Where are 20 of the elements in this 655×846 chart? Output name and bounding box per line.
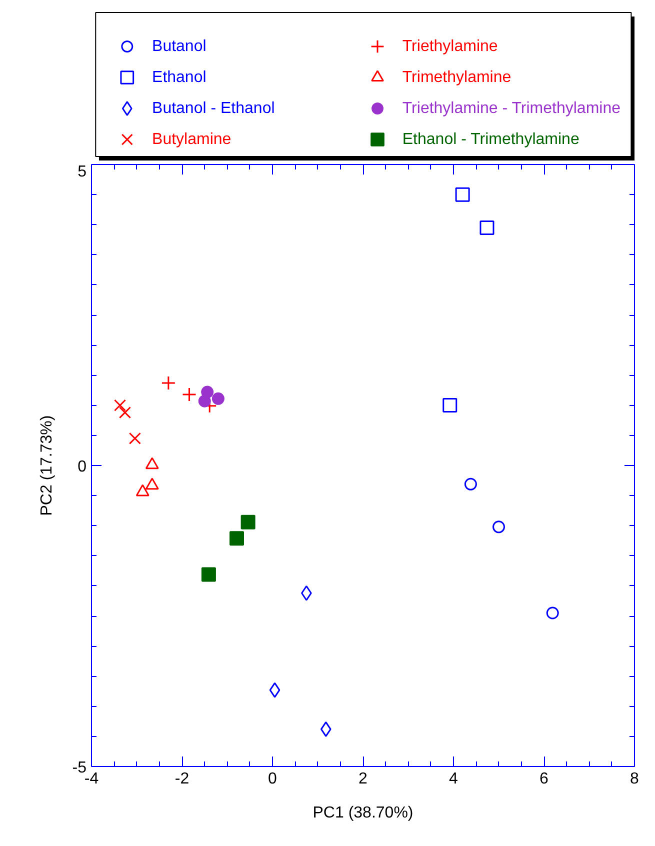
x-tick-label: -4 [84, 770, 99, 788]
x-tick-label: 6 [540, 770, 549, 788]
legend-label: Butylamine [152, 131, 232, 148]
y-tick-label: 0 [78, 458, 87, 476]
y-axis-title: PC2 (17.73%) [38, 415, 56, 516]
y-tick-label: 5 [78, 164, 87, 180]
legend-label: Trimethylamine [402, 69, 512, 86]
legend-label: Triethylamine - Trimethylamine [402, 100, 621, 117]
x-tick-label: 4 [449, 770, 458, 788]
x-tick-label: 2 [358, 770, 368, 788]
x-tick-label: 0 [268, 770, 278, 788]
x-tick-label: -2 [174, 770, 190, 788]
legend-label: Triethylamine [402, 38, 498, 55]
x-axis-title: PC1 (38.70%) [312, 804, 414, 822]
y-tick-label: -5 [72, 760, 87, 776]
legend-label: Ethanol - Trimethylamine [402, 131, 580, 148]
legend-label: Ethanol [152, 69, 206, 86]
legend-label: Butanol [152, 38, 206, 55]
x-tick-label: 8 [630, 770, 640, 788]
legend-label: Butanol - Ethanol [152, 100, 275, 117]
